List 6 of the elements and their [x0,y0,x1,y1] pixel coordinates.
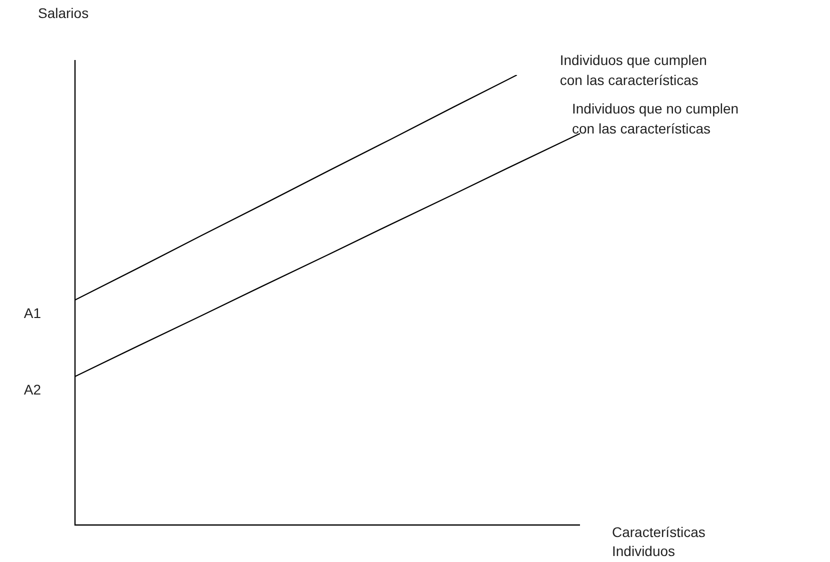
text: Individuos que cumplen con las características [560,52,707,88]
text: A1 [24,304,42,321]
x-axis-title: Características Individuos [612,524,706,559]
text: A2 [24,381,42,398]
series-label: Individuos que no cumplen con las características [572,100,739,136]
y-axis-title: Salarios [38,4,89,21]
